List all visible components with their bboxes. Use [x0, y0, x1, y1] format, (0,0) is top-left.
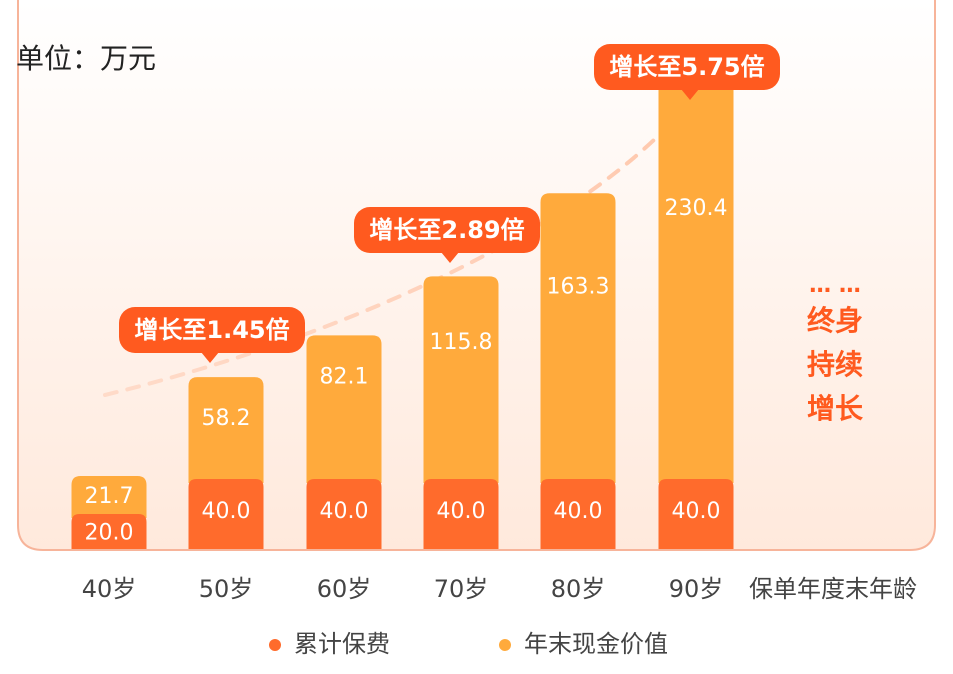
growth-callout-bubble [119, 307, 305, 353]
side-note-line: 增长 [807, 392, 863, 425]
x-tick-label: 60岁 [317, 575, 372, 603]
growth-callout-pointer [441, 252, 459, 263]
bar-premium [306, 479, 382, 549]
data-label-cash-value: 115.8 [430, 330, 493, 355]
side-note-dots: … … [809, 273, 861, 298]
bar-premium [658, 479, 734, 549]
data-label-premium: 40.0 [320, 499, 369, 524]
x-tick-label: 80岁 [551, 575, 606, 603]
bar-premium [188, 479, 264, 549]
side-note-line: 终身 [807, 304, 863, 337]
data-label-premium: 40.0 [202, 499, 251, 524]
bar-premium [540, 479, 616, 549]
x-tick-label: 90岁 [669, 575, 724, 603]
x-tick-label: 70岁 [434, 575, 489, 603]
data-label-cash-value: 58.2 [202, 406, 251, 431]
bar-cash-value [306, 335, 382, 483]
growth-callout-text: 增长至5.75倍 [609, 53, 764, 81]
data-label-cash-value: 21.7 [85, 484, 134, 509]
data-label-premium: 40.0 [672, 499, 721, 524]
bar-premium [71, 514, 147, 549]
growth-callout-text: 增长至1.45倍 [134, 316, 289, 344]
data-label-cash-value: 163.3 [547, 275, 610, 300]
x-axis-label: 保单年度末年龄 [749, 575, 917, 603]
data-label-premium: 20.0 [85, 521, 134, 546]
growth-callout-pointer [201, 352, 219, 363]
data-label-premium: 40.0 [437, 499, 486, 524]
data-label-cash-value: 82.1 [320, 364, 369, 389]
legend-label-cash-value: 年末现金价值 [524, 630, 668, 658]
bar-cash-value [658, 75, 734, 484]
bar-cash-value [423, 276, 499, 483]
growth-callout-text: 增长至2.89倍 [369, 216, 524, 244]
bar-cash-value [188, 377, 264, 483]
x-tick-label: 50岁 [199, 575, 254, 603]
growth-callout-bubble [594, 44, 780, 90]
growth-callout-pointer [681, 89, 699, 100]
unit-label: 单位：万元 [16, 42, 156, 75]
plot-frame [17, 0, 936, 551]
legend-marker-cash-value [499, 639, 511, 651]
bar-cash-value [71, 476, 147, 518]
legend-label-premium: 累计保费 [294, 630, 390, 658]
data-label-premium: 40.0 [554, 499, 603, 524]
legend-marker-premium [269, 639, 281, 651]
growth-callout-bubble [354, 207, 540, 253]
side-note-line: 持续 [807, 348, 863, 381]
x-tick-label: 40岁 [82, 575, 137, 603]
bar-cash-value [540, 193, 616, 483]
data-label-cash-value: 230.4 [665, 196, 728, 221]
bar-premium [423, 479, 499, 549]
